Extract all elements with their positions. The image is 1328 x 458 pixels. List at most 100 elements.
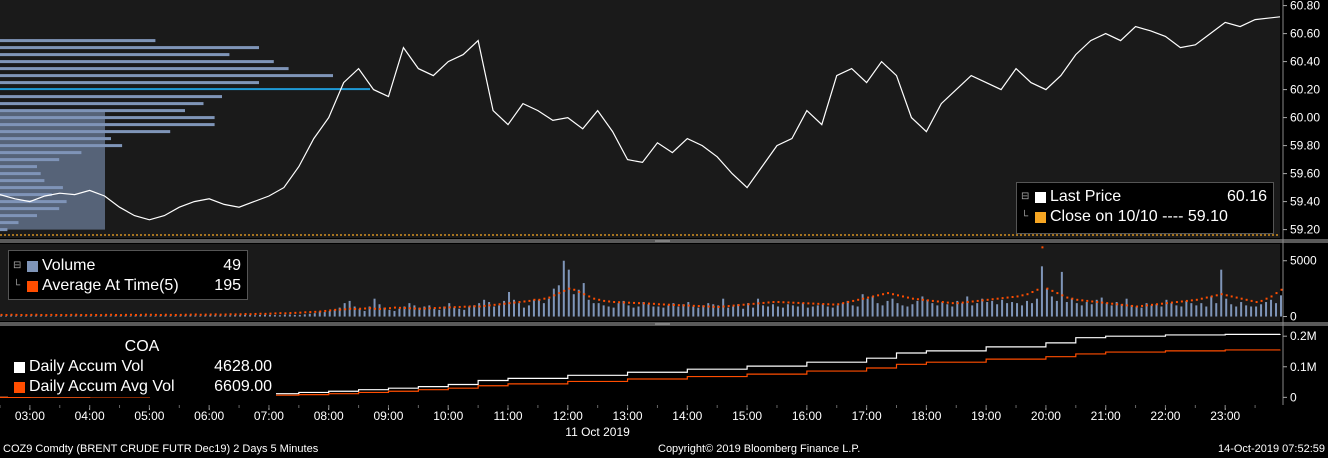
profile-bar: [0, 102, 204, 106]
volume-bar: [333, 309, 336, 317]
volume-bar: [702, 305, 705, 317]
avg-volume-dot: [802, 302, 805, 305]
volume-bar: [69, 315, 72, 317]
volume-bar: [747, 303, 750, 317]
avg-volume-dot: [199, 313, 202, 316]
avg-volume-dot: [1175, 301, 1178, 304]
avg-volume-dot: [85, 314, 88, 317]
volume-bar: [139, 315, 142, 317]
volume-bar: [986, 302, 989, 317]
volume-bar: [1006, 303, 1009, 317]
volume-bar: [164, 315, 167, 317]
volume-bar: [841, 303, 844, 317]
avg-volume-dot: [1091, 300, 1094, 303]
volume-bar: [1035, 298, 1038, 317]
volume-bar: [801, 303, 804, 317]
volume-bar: [1145, 303, 1148, 317]
avg-volume-dot: [583, 293, 586, 296]
avg-volume-dot: [702, 305, 705, 308]
avg-volume-dot: [847, 301, 850, 304]
coa-tick-label: 0.2M: [1290, 329, 1317, 343]
avg-volume-dot: [379, 307, 382, 310]
x-tick-label: 15:00: [732, 409, 762, 423]
avg-volume-dot: [309, 311, 312, 314]
profile-bar: [0, 39, 156, 43]
price-tick-label: 60.60: [1290, 27, 1320, 41]
tree-collapse-icon[interactable]: ⊟: [1021, 191, 1030, 202]
volume-bar: [189, 315, 192, 317]
x-tick-label: 16:00: [792, 409, 822, 423]
avg-volume-dot: [1111, 302, 1114, 305]
volume-bar: [742, 308, 745, 317]
volume-bar: [119, 315, 122, 317]
avg-volume-dot: [1136, 305, 1139, 308]
avg-volume-dot: [672, 303, 675, 306]
avg-volume-dot: [762, 301, 765, 304]
volume-bar: [1001, 299, 1004, 317]
avg-volume-dot: [817, 302, 820, 305]
avg-volume-dot: [543, 297, 546, 300]
avg-volume-dot: [1011, 296, 1014, 299]
volume-bar: [1135, 306, 1138, 317]
avg-volume-dot: [633, 301, 636, 304]
volume-bar: [722, 298, 725, 317]
volume-bar: [169, 315, 172, 317]
legend-swatch: [1035, 211, 1046, 223]
avg-volume-dot: [548, 296, 551, 299]
volume-bar: [677, 306, 680, 317]
volume-bar: [697, 307, 700, 317]
avg-volume-dot: [319, 310, 322, 313]
volume-bar: [129, 315, 132, 317]
legend-label: Volume: [42, 257, 96, 274]
volume-bar: [39, 315, 42, 317]
avg-volume-dot: [777, 301, 780, 304]
avg-volume-dot: [95, 313, 98, 316]
avg-volume-dot: [1160, 302, 1163, 305]
avg-volume-dot: [697, 305, 700, 308]
avg-volume-dot: [1046, 287, 1049, 290]
avg-volume-dot: [334, 308, 337, 311]
volume-bar: [767, 306, 770, 317]
avg-volume-dot: [428, 307, 431, 310]
avg-volume-dot: [159, 313, 162, 316]
volume-bar: [263, 314, 266, 317]
legend-item-accum-vol: Daily Accum Vol 4628.00: [12, 357, 272, 377]
avg-volume-dot: [1051, 289, 1054, 292]
avg-volume-dot: [717, 305, 720, 308]
volume-bar: [194, 315, 197, 317]
avg-volume-dot: [991, 298, 994, 301]
avg-volume-dot: [1001, 297, 1004, 300]
coa-tick-label: 0: [1290, 390, 1297, 404]
profile-bar: [0, 116, 215, 120]
avg-volume-dot: [209, 313, 212, 316]
volume-bar: [313, 313, 316, 317]
legend-value: 195: [214, 277, 241, 294]
last-price-line: [0, 16, 1281, 221]
avg-volume-dot: [1205, 296, 1208, 299]
avg-volume-dot: [418, 307, 421, 310]
volume-bar: [876, 303, 879, 317]
avg-volume-dot: [488, 304, 491, 307]
volume-bar: [1275, 303, 1278, 317]
volume-bar: [642, 302, 645, 317]
volume-bar: [273, 315, 276, 317]
avg-volume-dot: [398, 306, 401, 309]
volume-bar: [1220, 269, 1223, 317]
tree-collapse-icon[interactable]: ⊟: [13, 260, 22, 271]
avg-volume-dot: [842, 302, 845, 305]
price-tick-label: 60.80: [1290, 0, 1320, 13]
legend-value: 4628.00: [214, 358, 272, 375]
volume-bar: [283, 314, 286, 317]
volume-bar: [692, 306, 695, 317]
avg-volume-dot: [249, 313, 252, 316]
volume-tick-label: 0: [1290, 310, 1297, 324]
volume-bar: [448, 303, 451, 317]
volume-bar: [826, 306, 829, 317]
volume-bar: [1235, 306, 1238, 317]
volume-bar: [587, 299, 590, 317]
x-tick-label: 11:00: [493, 409, 522, 423]
avg-volume-dot: [259, 312, 262, 315]
volume-bar: [383, 307, 386, 317]
volume-bar: [89, 315, 92, 317]
avg-volume-dot: [299, 311, 302, 314]
